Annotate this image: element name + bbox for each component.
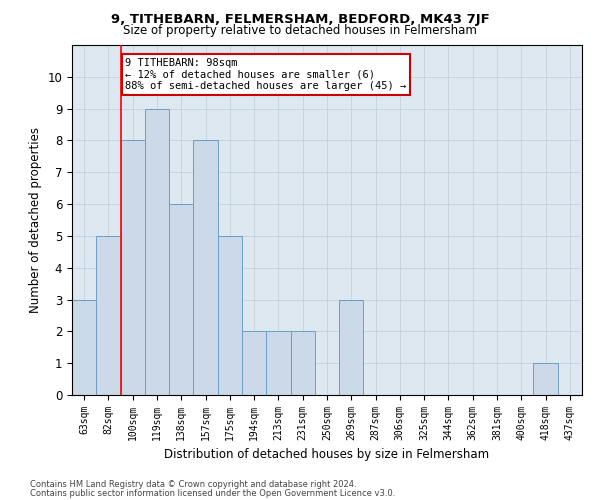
Text: Contains public sector information licensed under the Open Government Licence v3: Contains public sector information licen… bbox=[30, 488, 395, 498]
Text: Size of property relative to detached houses in Felmersham: Size of property relative to detached ho… bbox=[123, 24, 477, 37]
Bar bbox=[169, 204, 193, 395]
Bar bbox=[339, 300, 364, 395]
Bar bbox=[290, 332, 315, 395]
Bar bbox=[218, 236, 242, 395]
Bar bbox=[193, 140, 218, 395]
Text: 9 TITHEBARN: 98sqm
← 12% of detached houses are smaller (6)
88% of semi-detached: 9 TITHEBARN: 98sqm ← 12% of detached hou… bbox=[125, 58, 407, 91]
Bar bbox=[533, 363, 558, 395]
Text: Contains HM Land Registry data © Crown copyright and database right 2024.: Contains HM Land Registry data © Crown c… bbox=[30, 480, 356, 489]
X-axis label: Distribution of detached houses by size in Felmersham: Distribution of detached houses by size … bbox=[164, 448, 490, 462]
Bar bbox=[121, 140, 145, 395]
Bar bbox=[266, 332, 290, 395]
Y-axis label: Number of detached properties: Number of detached properties bbox=[29, 127, 42, 313]
Bar bbox=[145, 108, 169, 395]
Bar bbox=[96, 236, 121, 395]
Bar bbox=[72, 300, 96, 395]
Text: 9, TITHEBARN, FELMERSHAM, BEDFORD, MK43 7JF: 9, TITHEBARN, FELMERSHAM, BEDFORD, MK43 … bbox=[110, 12, 490, 26]
Bar bbox=[242, 332, 266, 395]
